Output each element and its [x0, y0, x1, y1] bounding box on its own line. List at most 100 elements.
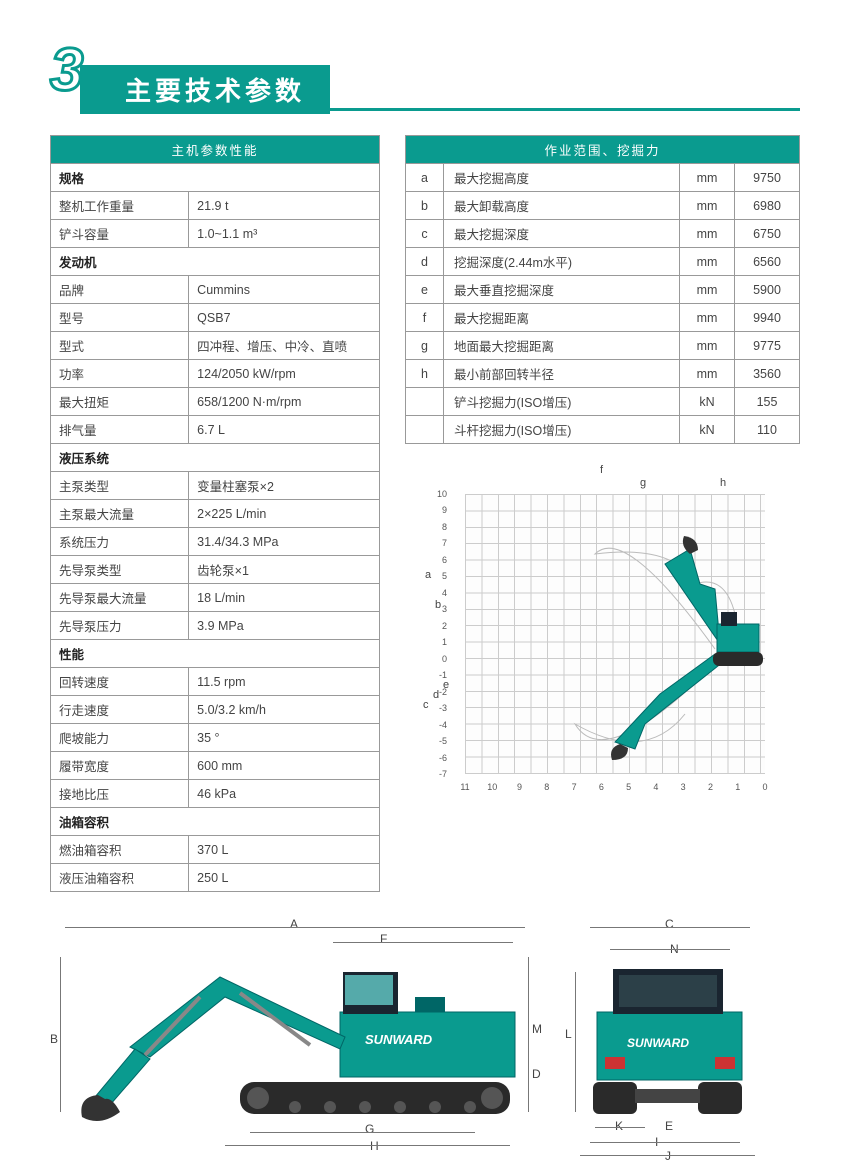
- spec-key: 排气量: [51, 416, 189, 444]
- section-row: 油箱容积: [51, 808, 380, 836]
- range-val: 5900: [735, 276, 800, 304]
- spec-key: 系统压力: [51, 528, 189, 556]
- range-desc: 地面最大挖掘距离: [444, 332, 680, 360]
- range-val: 6980: [735, 192, 800, 220]
- range-val: 110: [735, 416, 800, 444]
- spec-table-header: 主机参数性能: [51, 136, 380, 164]
- spec-val: QSB7: [189, 304, 380, 332]
- range-unit: mm: [680, 276, 735, 304]
- range-letter: [406, 416, 444, 444]
- spec-val: 600 mm: [189, 752, 380, 780]
- spec-key: 品牌: [51, 276, 189, 304]
- range-val: 9940: [735, 304, 800, 332]
- spec-key: 功率: [51, 360, 189, 388]
- spec-val: 46 kPa: [189, 780, 380, 808]
- spec-val: 齿轮泵×1: [189, 556, 380, 584]
- range-unit: mm: [680, 360, 735, 388]
- spec-key: 铲斗容量: [51, 220, 189, 248]
- spec-key: 行走速度: [51, 696, 189, 724]
- title-underline: [80, 108, 800, 111]
- spec-val: 5.0/3.2 km/h: [189, 696, 380, 724]
- spec-key: 接地比压: [51, 780, 189, 808]
- range-unit: mm: [680, 332, 735, 360]
- spec-key: 主泵类型: [51, 472, 189, 500]
- spec-val: 3.9 MPa: [189, 612, 380, 640]
- range-val: 6750: [735, 220, 800, 248]
- section-row: 规格: [51, 164, 380, 192]
- range-unit: mm: [680, 164, 735, 192]
- range-val: 6560: [735, 248, 800, 276]
- spec-key: 爬坡能力: [51, 724, 189, 752]
- range-letter: d: [406, 248, 444, 276]
- spec-val: 2×225 L/min: [189, 500, 380, 528]
- section-number: 3: [50, 35, 83, 104]
- dimension-diagrams: A B F G H D M SUNWARD: [50, 917, 800, 1147]
- range-val: 3560: [735, 360, 800, 388]
- spec-key: 先导泵类型: [51, 556, 189, 584]
- spec-key: 先导泵压力: [51, 612, 189, 640]
- range-letter: c: [406, 220, 444, 248]
- spec-key: 型号: [51, 304, 189, 332]
- range-val: 155: [735, 388, 800, 416]
- range-letter: g: [406, 332, 444, 360]
- side-view-svg: SUNWARD: [50, 917, 550, 1147]
- spec-val: 31.4/34.3 MPa: [189, 528, 380, 556]
- range-desc: 最大挖掘距离: [444, 304, 680, 332]
- spec-val: 658/1200 N·m/rpm: [189, 388, 380, 416]
- spec-val: 250 L: [189, 864, 380, 892]
- section-row: 液压系统: [51, 444, 380, 472]
- spec-key: 先导泵最大流量: [51, 584, 189, 612]
- range-desc: 最大垂直挖掘深度: [444, 276, 680, 304]
- spec-val: 21.9 t: [189, 192, 380, 220]
- range-letter: b: [406, 192, 444, 220]
- spec-key: 履带宽度: [51, 752, 189, 780]
- spec-key: 最大扭矩: [51, 388, 189, 416]
- range-letter: f: [406, 304, 444, 332]
- spec-val: 变量柱塞泵×2: [189, 472, 380, 500]
- range-unit: mm: [680, 304, 735, 332]
- range-unit: mm: [680, 220, 735, 248]
- range-unit: kN: [680, 388, 735, 416]
- range-val: 9750: [735, 164, 800, 192]
- spec-val: 四冲程、增压、中冷、直喷: [189, 332, 380, 360]
- spec-key: 整机工作重量: [51, 192, 189, 220]
- brand-logo-front: SUNWARD: [627, 1036, 689, 1050]
- section-header: 3 主要技术参数: [50, 40, 800, 110]
- range-desc: 铲斗挖掘力(ISO增压): [444, 388, 680, 416]
- spec-table: 主机参数性能 规格整机工作重量21.9 t铲斗容量1.0~1.1 m³发动机品牌…: [50, 135, 380, 892]
- range-unit: mm: [680, 248, 735, 276]
- range-desc: 挖掘深度(2.44m水平): [444, 248, 680, 276]
- spec-key: 回转速度: [51, 668, 189, 696]
- range-excavator-shape: [465, 494, 765, 774]
- range-letter: [406, 388, 444, 416]
- brand-logo: SUNWARD: [365, 1032, 433, 1047]
- spec-val: 35 °: [189, 724, 380, 752]
- spec-key: 燃油箱容积: [51, 836, 189, 864]
- spec-table-container: 主机参数性能 规格整机工作重量21.9 t铲斗容量1.0~1.1 m³发动机品牌…: [50, 135, 380, 892]
- range-desc: 最大挖掘深度: [444, 220, 680, 248]
- spec-val: 124/2050 kW/rpm: [189, 360, 380, 388]
- section-row: 发动机: [51, 248, 380, 276]
- range-unit: mm: [680, 192, 735, 220]
- spec-val: 11.5 rpm: [189, 668, 380, 696]
- section-row: 性能: [51, 640, 380, 668]
- range-val: 9775: [735, 332, 800, 360]
- spec-key: 液压油箱容积: [51, 864, 189, 892]
- spec-val: 1.0~1.1 m³: [189, 220, 380, 248]
- range-desc: 斗杆挖掘力(ISO增压): [444, 416, 680, 444]
- working-range-diagram: f g h a b c d e 109876543210-1-2-3-4-5-6…: [405, 459, 800, 779]
- side-view-diagram: A B F G H D M SUNWARD: [50, 917, 550, 1147]
- spec-key: 型式: [51, 332, 189, 360]
- range-letter: h: [406, 360, 444, 388]
- section-title: 主要技术参数: [80, 65, 330, 114]
- spec-val: 6.7 L: [189, 416, 380, 444]
- front-view-diagram: C N L K E I J SUNWARD: [565, 917, 775, 1147]
- range-desc: 最大卸载高度: [444, 192, 680, 220]
- spec-val: 18 L/min: [189, 584, 380, 612]
- spec-key: 主泵最大流量: [51, 500, 189, 528]
- spec-val: 370 L: [189, 836, 380, 864]
- range-desc: 最小前部回转半径: [444, 360, 680, 388]
- range-table: 作业范围、挖掘力 a最大挖掘高度mm9750b最大卸载高度mm6980c最大挖掘…: [405, 135, 800, 444]
- range-letter: e: [406, 276, 444, 304]
- range-unit: kN: [680, 416, 735, 444]
